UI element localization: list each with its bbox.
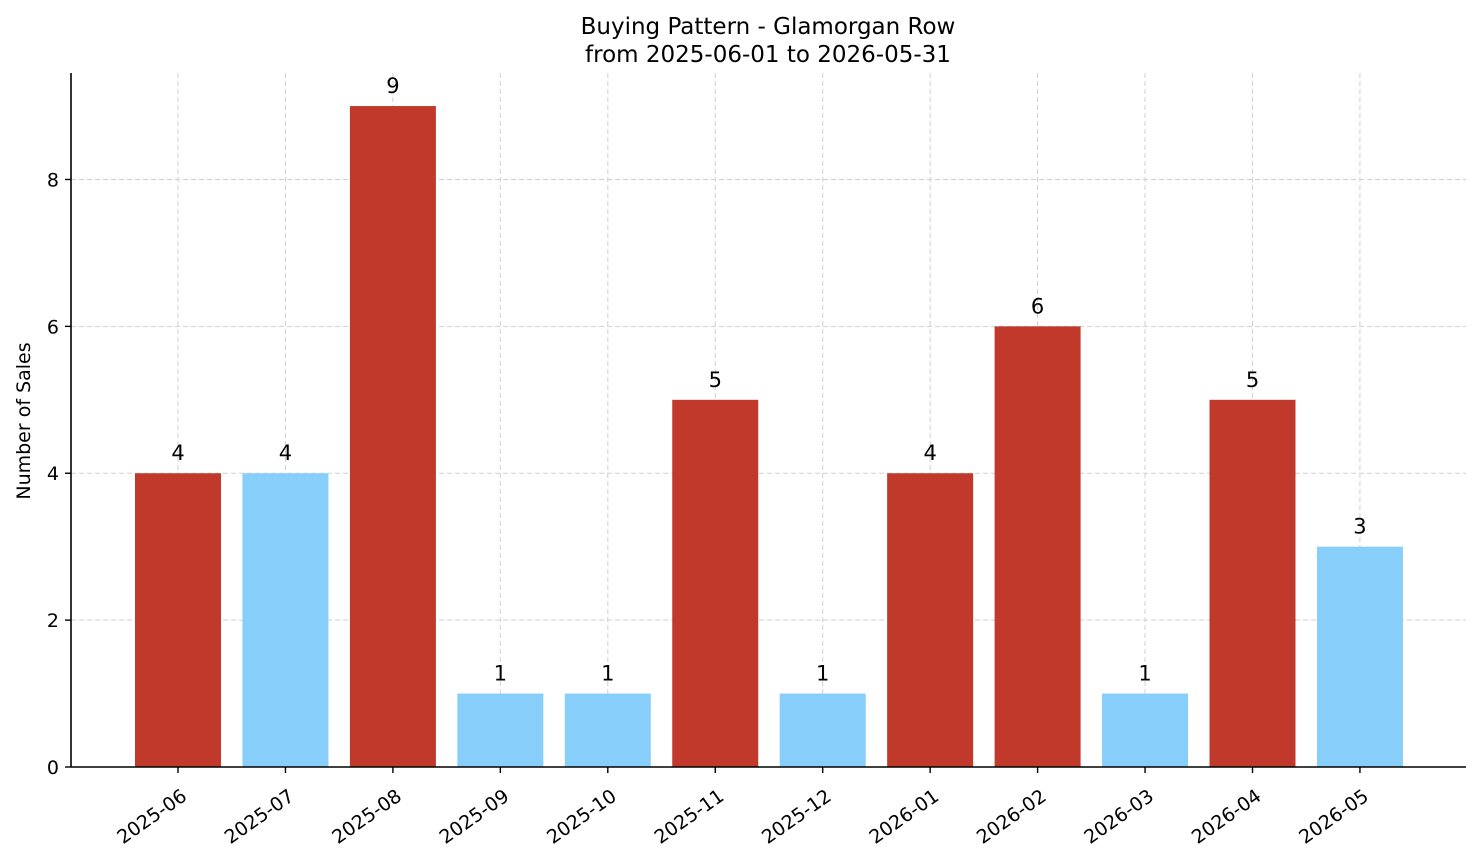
bar — [135, 473, 221, 767]
bar — [994, 326, 1081, 767]
bars — [135, 106, 1403, 768]
y-tick-label: 2 — [47, 610, 59, 632]
data-label: 6 — [1031, 294, 1044, 318]
bar — [779, 693, 866, 767]
data-label: 5 — [709, 368, 722, 392]
x-tick-label: 2026-01 — [865, 785, 943, 849]
bar — [1316, 546, 1403, 767]
x-tick-label: 2026-03 — [1080, 785, 1158, 849]
y-ticks: 0 2 4 6 8 — [47, 169, 71, 779]
x-tick-label: 2025-12 — [758, 785, 836, 849]
x-tick-label: 2025-11 — [650, 785, 728, 849]
data-label: 4 — [171, 441, 184, 465]
data-label: 1 — [601, 662, 614, 686]
bar — [1209, 399, 1296, 767]
data-label: 1 — [494, 662, 507, 686]
x-tick-label: 2026-02 — [973, 785, 1051, 849]
bar — [242, 473, 329, 767]
x-tick-label: 2025-06 — [113, 785, 191, 849]
y-axis-label: Number of Sales — [13, 342, 35, 499]
y-tick-label: 4 — [47, 463, 59, 485]
x-tick-label: 2026-05 — [1295, 785, 1373, 849]
bar — [349, 106, 436, 768]
chart-title: Buying Pattern - Glamorgan Row — [581, 14, 956, 40]
bar — [564, 693, 651, 767]
data-labels: 4 4 9 1 1 5 1 4 6 1 5 3 — [171, 74, 1366, 686]
bar — [887, 473, 974, 767]
x-ticks: 2025-06 2025-07 2025-08 2025-09 2025-10 2025-… — [113, 767, 1373, 849]
y-tick-label: 8 — [47, 169, 59, 191]
bar — [457, 693, 544, 767]
x-tick-label: 2025-07 — [221, 785, 299, 849]
x-tick-label: 2025-10 — [543, 785, 621, 849]
bar — [672, 399, 759, 767]
x-tick-label: 2025-08 — [328, 785, 406, 849]
y-tick-label: 6 — [47, 316, 59, 338]
x-tick-label: 2026-04 — [1188, 785, 1266, 849]
axes — [70, 73, 1466, 768]
data-label: 4 — [279, 441, 292, 465]
bar — [1102, 693, 1189, 767]
data-label: 3 — [1353, 515, 1366, 539]
data-label: 9 — [386, 74, 399, 98]
chart-subtitle: from 2025-06-01 to 2026-05-31 — [585, 42, 951, 68]
y-tick-label: 0 — [47, 757, 59, 779]
data-label: 5 — [1246, 368, 1259, 392]
data-label: 1 — [816, 662, 829, 686]
data-label: 4 — [923, 441, 936, 465]
x-tick-label: 2025-09 — [436, 785, 514, 849]
data-label: 1 — [1138, 662, 1151, 686]
